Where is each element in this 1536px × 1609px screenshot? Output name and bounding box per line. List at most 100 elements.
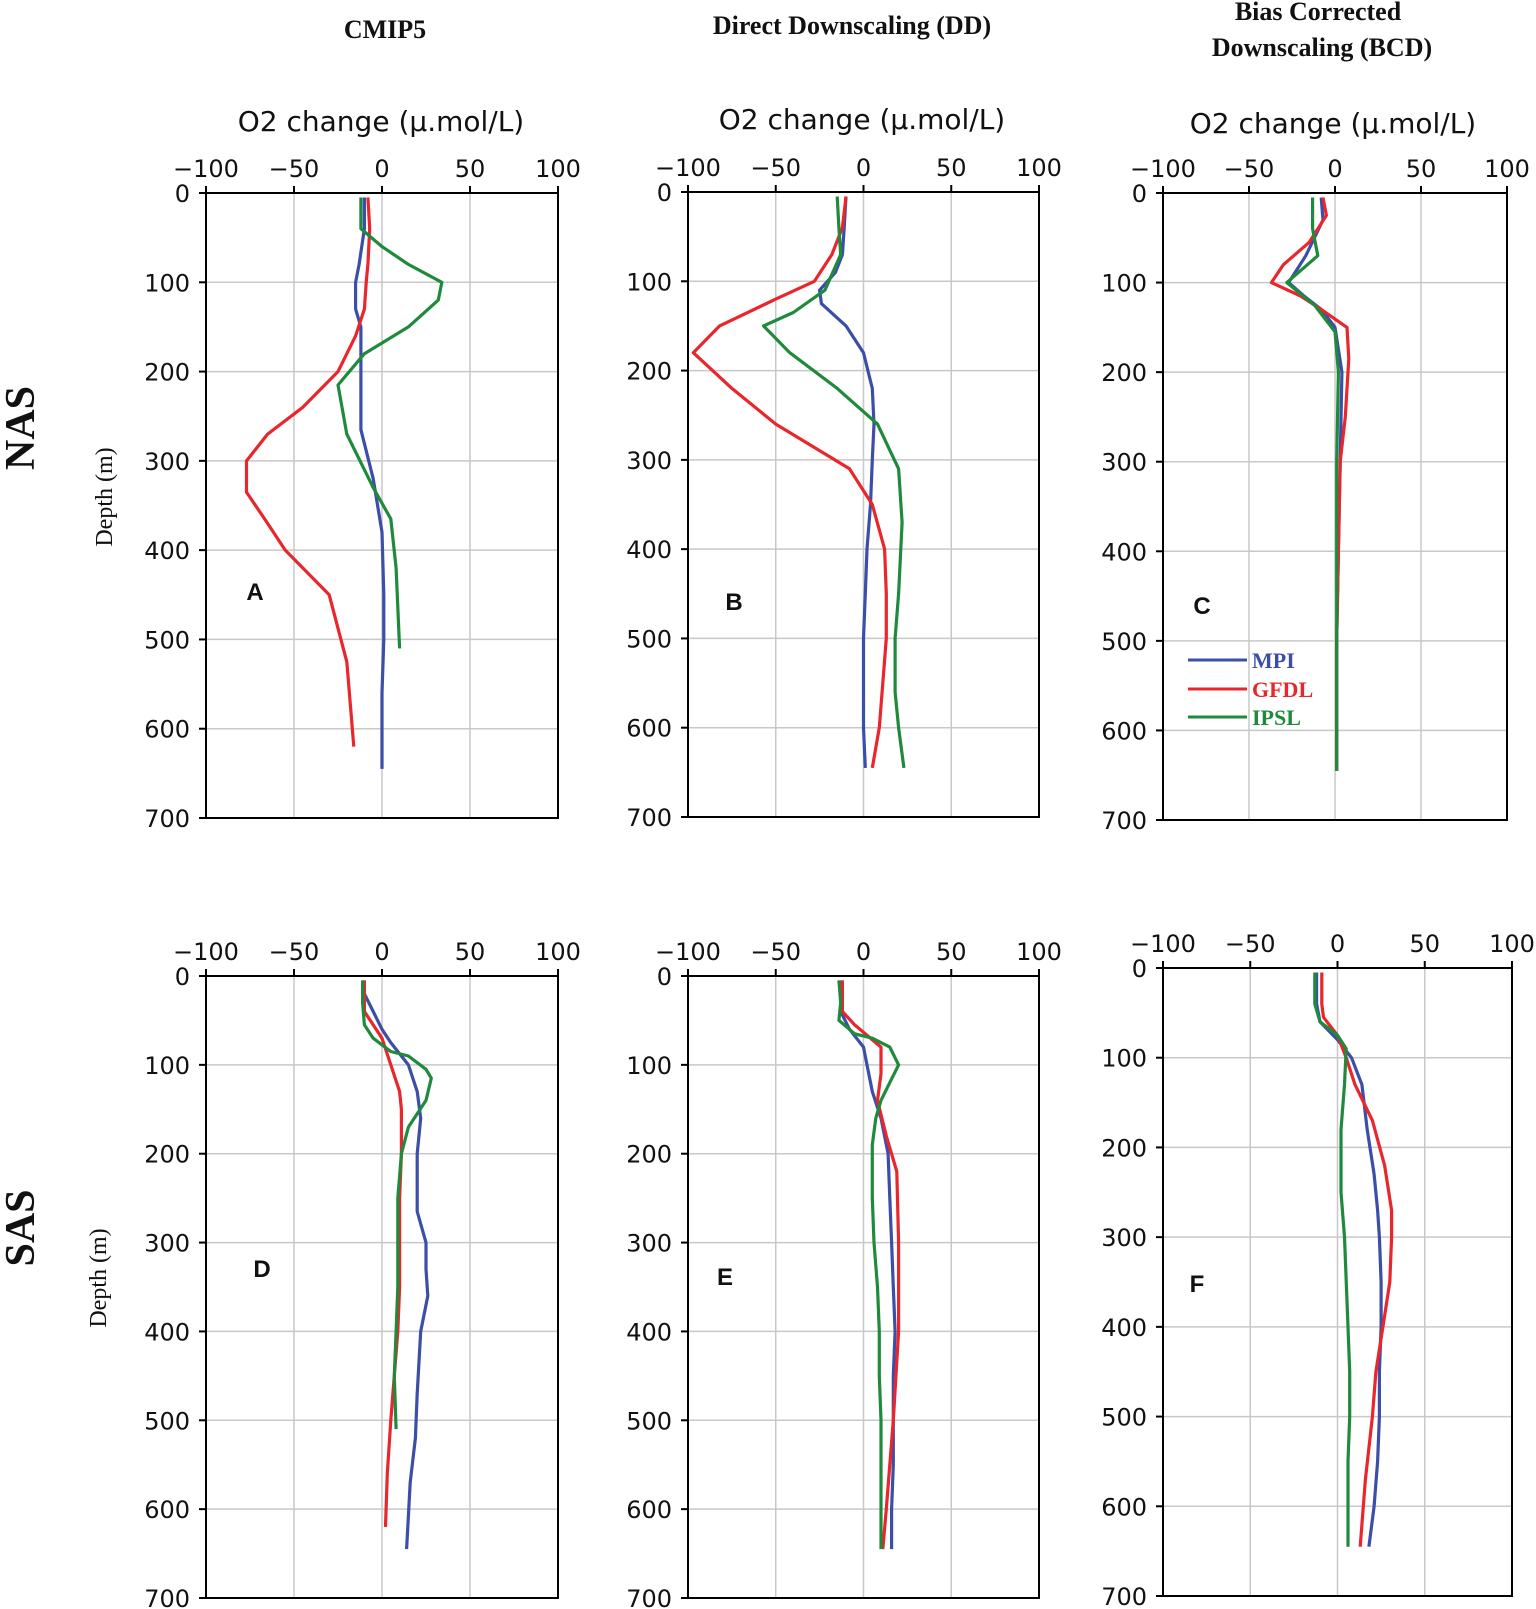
y-tick-label: 600 <box>1101 717 1147 745</box>
y-tick-label: 0 <box>657 963 672 991</box>
series-line-ipsl <box>336 197 444 649</box>
y-tick-label: 500 <box>1101 1404 1147 1432</box>
panels: −100 −50 0 50 1000100200300400500600700A−100… <box>144 154 1535 1609</box>
x-tick-label: −50 <box>1224 155 1275 183</box>
series-line-gfdl <box>362 980 403 1527</box>
x-tick-label: 0 <box>1330 930 1345 958</box>
series-line-gfdl <box>840 980 901 1550</box>
x-tick-label: −100 <box>173 938 239 966</box>
panel-label-b: B <box>725 589 742 616</box>
y-tick-label: 200 <box>144 359 190 387</box>
y-tick-label: 200 <box>626 1141 672 1169</box>
x-tick-label: 50 <box>1409 930 1440 958</box>
series-line-gfdl <box>244 197 372 747</box>
series-line-gfdl <box>691 196 888 769</box>
series-line-ipsl <box>761 196 906 769</box>
series-line-ipsl <box>1285 197 1340 771</box>
y-tick-label: 400 <box>626 1318 672 1346</box>
x-tick-label: 0 <box>374 938 389 966</box>
x-tick-label: 50 <box>936 154 967 182</box>
legend-label-gfdl: GFDL <box>1252 677 1313 702</box>
x-tick-label: −50 <box>1225 930 1276 958</box>
column-title-dd: Direct Downscaling (DD) <box>713 11 991 40</box>
y-tick-label: 100 <box>1101 270 1147 298</box>
y-tick-label: 700 <box>626 1585 672 1609</box>
x-tick-label: −100 <box>655 938 721 966</box>
x-axis-label-a: O2 change (μ.mol/L) <box>238 105 524 138</box>
row-title-nas: NAS <box>0 386 44 470</box>
y-tick-label: 600 <box>144 1496 190 1524</box>
y-tick-label: 700 <box>144 1585 190 1609</box>
legend-label-ipsl: IPSL <box>1252 705 1301 730</box>
x-tick-label: 50 <box>455 938 486 966</box>
y-tick-label: 700 <box>144 805 190 833</box>
x-tick-label: −100 <box>1130 930 1196 958</box>
series-line-gfdl <box>1320 972 1394 1547</box>
x-tick-label: −50 <box>269 938 320 966</box>
y-tick-label: 600 <box>1101 1493 1147 1521</box>
panel-c: −100 −50 0 50 100 0 100 200 300 400 500 600 700 C <box>1101 155 1530 835</box>
y-tick-label: 300 <box>626 1230 672 1258</box>
x-tick-label: −50 <box>750 154 801 182</box>
y-tick-label: 0 <box>1132 180 1147 208</box>
y-tick-label: 0 <box>657 179 672 207</box>
x-tick-label: −100 <box>655 154 721 182</box>
legend-label-mpi: MPI <box>1252 648 1295 673</box>
x-tick-label: 0 <box>856 154 871 182</box>
x-tick-label: 100 <box>1484 155 1530 183</box>
panel-label-d: D <box>253 1256 270 1283</box>
panel-d: −100 −50 0 50 100 0 100 200 300 400 500 600 700 D <box>144 938 581 1609</box>
y-tick-label: 600 <box>626 715 672 743</box>
y-tick-label: 0 <box>1132 955 1147 983</box>
panel-e: −100 −50 0 50 100 0 100 200 300 400 500 600 700 E <box>626 938 1062 1609</box>
panel-label-a: A <box>246 579 263 606</box>
series-line-ipsl <box>361 980 433 1430</box>
y-tick-label: 300 <box>1101 449 1147 477</box>
y-tick-label: 200 <box>626 358 672 386</box>
y-tick-label: 700 <box>1101 1583 1147 1609</box>
x-tick-label: 50 <box>1406 155 1437 183</box>
x-tick-label: −50 <box>750 938 801 966</box>
x-tick-label: −100 <box>1130 155 1196 183</box>
legend: MPI GFDL IPSL <box>1188 648 1313 730</box>
y-tick-label: 100 <box>144 269 190 297</box>
column-title-bcd-line2: Downscaling (BCD) <box>1212 33 1432 62</box>
y-axis-label-sas: Depth (m) <box>86 1228 112 1327</box>
panel-b: −100 −50 0 50 100 0 100 200 300 400 500 600 700 B <box>626 154 1062 832</box>
panel-a: −100 −50 0 50 100 0 100 200 300 400 500 600 700 A <box>144 155 581 833</box>
y-tick-label: 400 <box>144 1318 190 1346</box>
y-tick-label: 0 <box>175 180 190 208</box>
panel-label-f: F <box>1190 1271 1205 1298</box>
y-tick-label: 0 <box>175 963 190 991</box>
y-tick-label: 100 <box>1101 1045 1147 1073</box>
panel-label-e: E <box>717 1264 733 1291</box>
x-tick-label: 50 <box>455 155 486 183</box>
x-tick-label: 50 <box>936 938 967 966</box>
x-axis-label-c: O2 change (μ.mol/L) <box>1190 107 1476 140</box>
y-tick-label: 400 <box>626 536 672 564</box>
column-title-bcd-line1: Bias Corrected <box>1235 0 1402 26</box>
y-tick-label: 400 <box>1101 1314 1147 1342</box>
x-tick-label: −100 <box>173 155 239 183</box>
x-tick-label: −50 <box>269 155 320 183</box>
y-tick-label: 300 <box>144 448 190 476</box>
column-title-cmip5: CMIP5 <box>344 15 426 44</box>
y-tick-label: 100 <box>626 1052 672 1080</box>
x-tick-label: 0 <box>856 938 871 966</box>
panel-label-c: C <box>1193 593 1210 620</box>
y-tick-label: 500 <box>626 625 672 653</box>
y-tick-label: 500 <box>144 626 190 654</box>
row-title-sas: SAS <box>0 1189 44 1266</box>
y-tick-label: 300 <box>626 447 672 475</box>
series-line-mpi <box>354 197 386 769</box>
y-tick-label: 700 <box>626 804 672 832</box>
series-line-mpi <box>362 980 430 1550</box>
x-tick-label: 0 <box>1327 155 1342 183</box>
x-tick-label: 100 <box>535 155 581 183</box>
y-tick-label: 700 <box>1101 807 1147 835</box>
y-tick-label: 100 <box>144 1052 190 1080</box>
panel-f: −100 −50 0 50 100 0 100 200 300 400 500 600 700 F <box>1101 930 1535 1609</box>
y-tick-label: 500 <box>1101 628 1147 656</box>
y-tick-label: 600 <box>626 1496 672 1524</box>
